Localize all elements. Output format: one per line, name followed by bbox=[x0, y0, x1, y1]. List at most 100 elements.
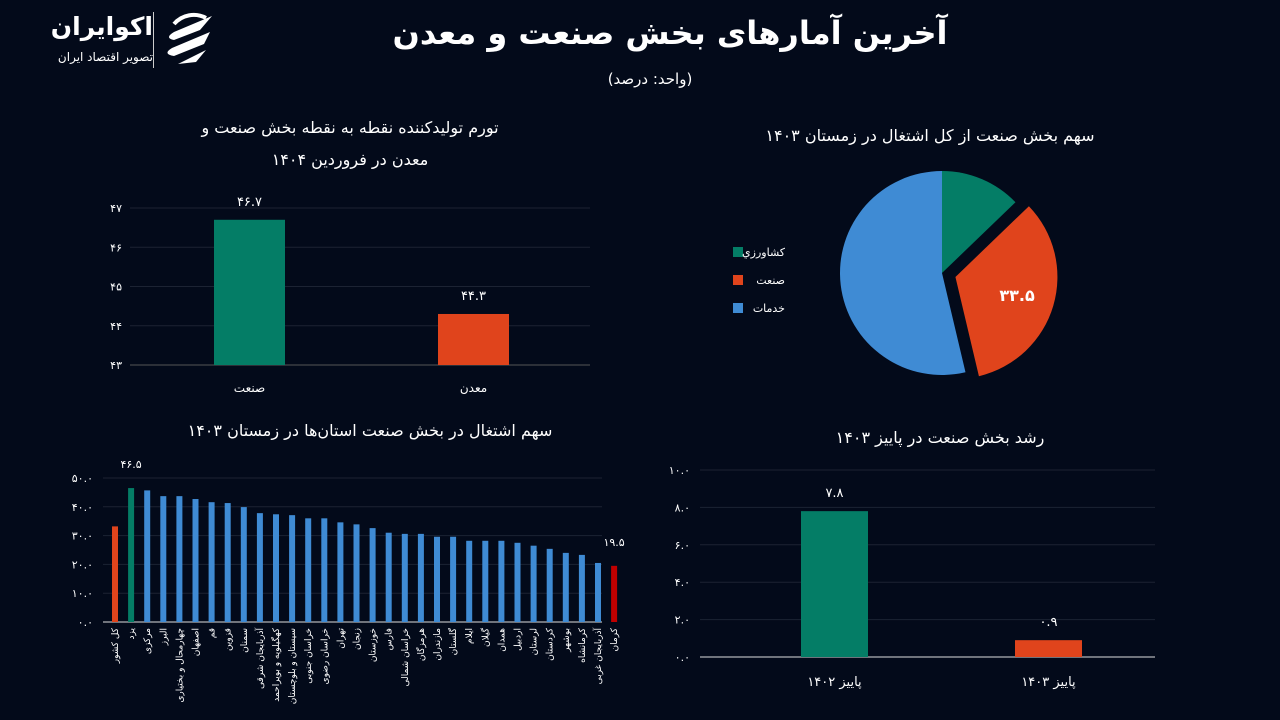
ppi-ytick-label: ۴۴ bbox=[110, 320, 122, 333]
provinces-category-label: کهگیلویه و بویراحمد bbox=[270, 627, 282, 701]
provinces-category-label: مازندران bbox=[433, 628, 443, 661]
provinces-category-label: سمنان bbox=[240, 628, 250, 653]
logo-name: اکوایران bbox=[50, 12, 153, 41]
provinces-ytick-label: ۳۰.۰ bbox=[72, 530, 93, 543]
provinces-category-label: مرکزی bbox=[143, 628, 153, 654]
provinces-bar bbox=[369, 528, 376, 622]
growth-ytick-label: ۸.۰ bbox=[675, 501, 690, 514]
provinces-category-label: بوشهر bbox=[562, 628, 572, 653]
growth-ytick-label: ۲.۰ bbox=[675, 614, 690, 627]
provinces-category-label: خراسان شمالی bbox=[401, 628, 411, 687]
ppi-ytick-label: ۴۷ bbox=[110, 202, 122, 215]
legend-swatch bbox=[733, 303, 743, 313]
growth-chart-title: رشد بخش صنعت در پاییز ۱۴۰۳ bbox=[835, 428, 1045, 447]
provinces-ytick-label: ۴۰.۰ bbox=[72, 501, 93, 514]
provinces-category-label: گلستان bbox=[447, 627, 459, 655]
growth-category-label: پاییز ۱۴۰۲ bbox=[807, 675, 862, 690]
provinces-bar bbox=[273, 514, 279, 622]
provinces-bar bbox=[611, 565, 618, 622]
provinces-bar bbox=[289, 515, 296, 622]
logo-tagline: تصویر اقتصاد ایران bbox=[57, 50, 153, 64]
legend-swatch bbox=[733, 247, 743, 257]
provinces-bar bbox=[240, 507, 247, 622]
provinces-category-label: قزوین bbox=[224, 628, 234, 651]
provinces-bar bbox=[562, 552, 569, 622]
provinces-category-label: تهران bbox=[336, 628, 346, 649]
provinces-category-label: خراسان جنوبی bbox=[304, 628, 314, 684]
ppi-ytick-label: ۴۳ bbox=[110, 359, 122, 372]
provinces-category-label: کردستان bbox=[546, 627, 556, 661]
ecoiran-logo: اکوایران تصویر اقتصاد ایران bbox=[10, 10, 215, 70]
legend-swatch bbox=[733, 275, 743, 285]
page-title: آخرین آمارهای بخش صنعت و معدن bbox=[392, 14, 948, 52]
pie-chart-title: سهم بخش صنعت از کل اشتغال در زمستان ۱۴۰۳ bbox=[765, 126, 1095, 145]
legend-label: صنعت bbox=[756, 274, 785, 287]
provinces-category-label: خراسان رضوی bbox=[320, 628, 330, 684]
provinces-category-label: همدان bbox=[497, 628, 507, 652]
logo-divider bbox=[153, 12, 154, 68]
provinces-bar bbox=[160, 496, 167, 622]
legend-label: کشاورزي bbox=[742, 246, 786, 259]
provinces-ytick-label: ۲۰.۰ bbox=[72, 558, 93, 571]
provinces-bar bbox=[208, 502, 215, 622]
provinces-bar bbox=[417, 533, 424, 622]
growth-ytick-label: ۴.۰ bbox=[675, 576, 690, 589]
ppi-bar bbox=[214, 219, 285, 365]
provinces-category-label: آذربایجان غربی bbox=[592, 628, 604, 685]
provinces-category-label: اصفهان bbox=[192, 628, 202, 656]
provinces-bar bbox=[434, 536, 440, 622]
provinces-bar bbox=[578, 554, 585, 622]
growth-category-label: پاییز ۱۴۰۳ bbox=[1021, 675, 1076, 690]
growth-ytick-label: ۶.۰ bbox=[675, 539, 690, 552]
provinces-bar bbox=[595, 562, 601, 622]
provinces-category-label: زنجان bbox=[353, 628, 363, 650]
provinces-category-label: کل کشور bbox=[111, 627, 121, 664]
growth-bar bbox=[801, 511, 868, 657]
unit-subtitle: (واحد: درصد) bbox=[607, 70, 693, 88]
provinces-category-label: کرمان bbox=[610, 627, 620, 651]
provinces-category-label: فارس bbox=[385, 628, 395, 650]
provinces-category-label: ایلام bbox=[465, 628, 475, 644]
provinces-bar bbox=[466, 540, 473, 622]
provinces-bar bbox=[353, 524, 360, 622]
provinces-bar bbox=[498, 540, 505, 622]
legend-label: خدمات bbox=[753, 302, 785, 315]
provinces-bar bbox=[112, 526, 118, 622]
provinces-category-label: یزد bbox=[127, 628, 137, 640]
ppi-title-line2: معدن در فروردین ۱۴۰۴ bbox=[271, 150, 429, 169]
provinces-category-label: خوزستان bbox=[369, 628, 379, 662]
provinces-bar bbox=[450, 536, 457, 622]
provinces-category-label: گیلان bbox=[479, 627, 491, 647]
provinces-category-label: آذربایجان شرقی bbox=[254, 628, 266, 689]
growth-ytick-label: ۱۰.۰ bbox=[669, 464, 690, 477]
provinces-bar bbox=[514, 542, 521, 622]
ppi-ytick-label: ۴۵ bbox=[110, 281, 122, 294]
provinces-bar bbox=[256, 513, 263, 622]
provinces-ytick-label: ۵۰.۰ bbox=[72, 472, 93, 485]
ppi-category-label: معدن bbox=[460, 381, 487, 395]
provinces-ytick-label: ۰.۰ bbox=[78, 616, 93, 629]
provinces-category-label: کرمانشاه bbox=[578, 627, 588, 663]
ppi-data-label: ۴۴.۳ bbox=[461, 289, 486, 304]
provinces-category-label: قم bbox=[208, 628, 218, 638]
pie-slice bbox=[840, 171, 966, 375]
provinces-category-label: هرمزگان bbox=[415, 628, 427, 661]
provinces-bar bbox=[530, 545, 537, 622]
pie-slice bbox=[942, 170, 1016, 273]
ppi-ytick-label: ۴۶ bbox=[110, 241, 122, 254]
pie-data-label: ۳۳.۵ bbox=[999, 286, 1035, 305]
provinces-data-label: ۱۹.۵ bbox=[603, 536, 624, 549]
provinces-bar bbox=[401, 533, 408, 622]
provinces-category-label: لرستان bbox=[530, 628, 540, 655]
provinces-bar bbox=[337, 522, 344, 622]
provinces-bar bbox=[385, 532, 392, 622]
provinces-bar bbox=[128, 488, 135, 622]
provinces-bar bbox=[321, 518, 328, 622]
provinces-bar bbox=[305, 518, 312, 622]
growth-data-label: ۷.۸ bbox=[825, 486, 843, 501]
ppi-data-label: ۴۶.۷ bbox=[237, 195, 262, 210]
logo-mark-icon bbox=[167, 12, 212, 64]
provinces-bar bbox=[482, 540, 489, 622]
ppi-bar bbox=[438, 313, 509, 365]
provinces-bar bbox=[546, 548, 553, 622]
